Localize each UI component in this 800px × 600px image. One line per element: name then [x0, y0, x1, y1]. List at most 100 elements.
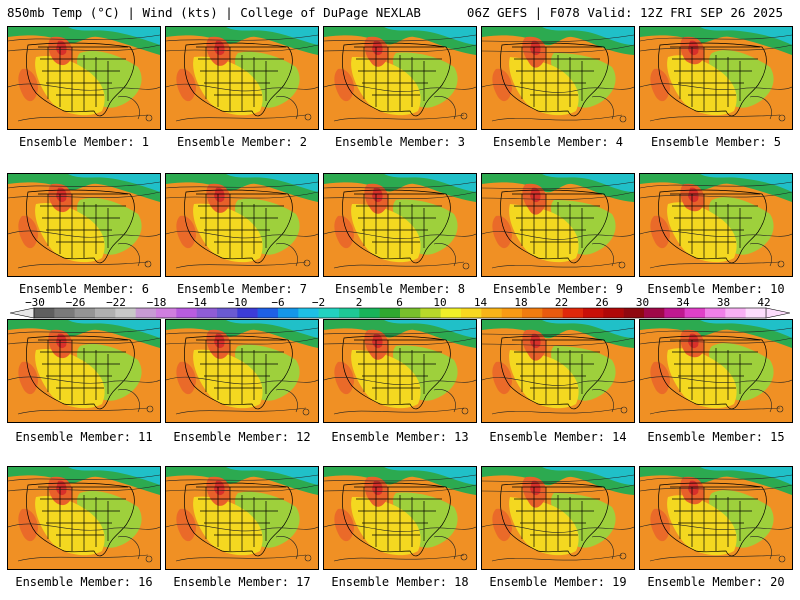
temperature-map — [324, 320, 476, 422]
sw-hot-region — [334, 215, 354, 249]
sw-hot-region — [334, 508, 354, 542]
state-borders — [658, 335, 767, 410]
sw-hot-region — [492, 361, 512, 395]
wind-contours — [482, 327, 634, 415]
cool-region — [8, 174, 160, 202]
low-pressure-contour — [462, 262, 470, 270]
ensemble-member-label: Ensemble Member: 3 — [334, 135, 466, 149]
colorbar-swatch — [257, 308, 279, 318]
state-borders — [184, 42, 293, 117]
warm-region — [509, 57, 579, 116]
ensemble-panel — [165, 26, 319, 130]
wind-contours — [324, 327, 476, 415]
colorbar-tick-label: 18 — [514, 296, 528, 309]
cool-region — [8, 27, 160, 55]
colorbar-swatch — [217, 308, 238, 318]
wind-contours — [8, 327, 160, 415]
warm-region — [351, 204, 421, 263]
hottest-core — [530, 187, 541, 203]
ensemble-panel — [639, 173, 793, 277]
cool-region — [640, 27, 792, 55]
cool-region — [640, 320, 792, 348]
state-borders — [500, 335, 609, 410]
colorbar-swatch — [34, 308, 55, 318]
state-borders — [658, 189, 767, 264]
ensemble-member-label: Ensemble Member: 13 — [331, 430, 469, 444]
ensemble-panel — [323, 466, 477, 570]
wind-contours — [324, 34, 476, 122]
wind-contours — [482, 181, 634, 269]
colorbar-tick-label: 38 — [716, 296, 731, 309]
state-borders — [500, 482, 609, 557]
colorbar-swatch — [684, 308, 706, 318]
ensemble-member-label: Ensemble Member: 1 — [18, 135, 150, 149]
hottest-core — [530, 480, 541, 496]
hottest-core — [214, 333, 225, 349]
ensemble-member-label: Ensemble Member: 15 — [647, 430, 785, 444]
cold-region — [542, 467, 634, 485]
colorbar-swatch — [501, 308, 523, 318]
temperature-map — [640, 27, 792, 129]
wind-contours — [640, 181, 792, 269]
ensemble-panel — [165, 466, 319, 570]
low-pressure-contour — [776, 405, 784, 413]
temperature-map — [8, 320, 160, 422]
hottest-core — [530, 333, 541, 349]
cold-region — [384, 174, 476, 192]
colorbar-swatch — [135, 308, 157, 318]
low-pressure-contour — [304, 554, 312, 562]
ensemble-panel — [639, 26, 793, 130]
state-borders — [658, 482, 767, 557]
temperature-map — [166, 174, 318, 276]
warm-region — [667, 495, 737, 556]
warm-region — [351, 350, 421, 409]
cold-region — [226, 467, 318, 485]
colorbar-swatch — [176, 308, 197, 318]
ensemble-member-label: Ensemble Member: 6 — [18, 282, 150, 296]
sw-hot-region — [176, 68, 196, 102]
ensemble-member-label: Ensemble Member: 9 — [492, 282, 624, 296]
ensemble-panel — [639, 319, 793, 423]
ensemble-member-label: Ensemble Member: 10 — [647, 282, 785, 296]
ensemble-panel — [165, 319, 319, 423]
low-pressure-contour — [460, 112, 468, 120]
low-pressure-contour — [304, 113, 312, 121]
hottest-core — [56, 333, 67, 349]
colorbar-swatch — [237, 308, 258, 318]
colorbar-swatch — [74, 308, 96, 318]
ensemble-panel — [481, 26, 635, 130]
colorbar-tick-label: 42 — [757, 296, 771, 309]
state-borders — [342, 42, 451, 117]
colorbar-swatch — [115, 308, 136, 318]
sw-hot-region — [18, 68, 38, 102]
warm-region — [509, 497, 579, 556]
ensemble-member-label: Ensemble Member: 17 — [173, 575, 311, 589]
ensemble-panel — [323, 319, 477, 423]
ensemble-panel — [639, 466, 793, 570]
colorbar-swatch — [603, 308, 624, 318]
colorbar-swatch — [542, 308, 563, 318]
sw-hot-region — [650, 215, 670, 249]
colorbar-tick-label: −14 — [187, 296, 207, 309]
wind-contours — [166, 34, 318, 122]
colorbar-tick-label: −22 — [106, 296, 126, 309]
cold-region — [700, 467, 792, 485]
sw-hot-region — [650, 508, 670, 542]
cool-region — [640, 174, 792, 202]
temperature-map — [324, 27, 476, 129]
cold-region — [542, 27, 634, 45]
colorbar-tick-label: −2 — [311, 296, 326, 309]
ensemble-panel — [7, 466, 161, 570]
cold-region — [542, 320, 634, 338]
colorbar-swatch — [379, 308, 401, 318]
colorbar-swatch — [359, 308, 380, 318]
colorbar-right-arrow — [765, 307, 790, 319]
cool-region — [166, 27, 318, 55]
cold-region — [700, 27, 792, 45]
hottest-core — [688, 40, 699, 56]
hottest-core — [214, 40, 225, 56]
colorbar-tick-label: −30 — [25, 296, 45, 309]
ensemble-panel — [7, 319, 161, 423]
low-pressure-contour — [303, 259, 311, 267]
cool-region — [8, 320, 160, 348]
